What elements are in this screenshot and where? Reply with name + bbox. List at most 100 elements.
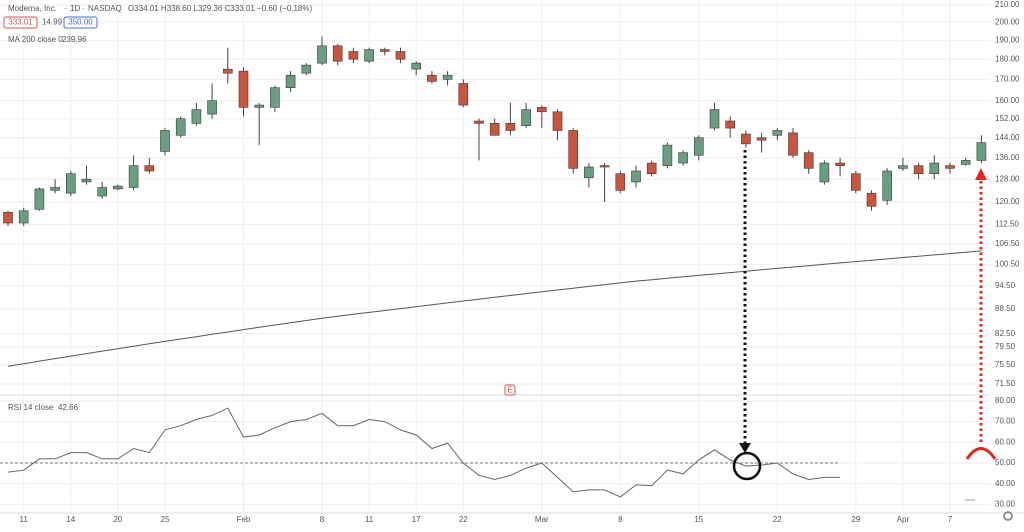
candle-body — [584, 166, 594, 179]
candle-body — [788, 132, 798, 156]
candle-body — [850, 173, 861, 191]
candle-body — [317, 45, 327, 64]
candle-body — [285, 74, 296, 89]
rsi-tick-label: 50.00 — [995, 458, 1016, 467]
rsi-tick-label: 70.00 — [995, 417, 1016, 426]
candle-body — [442, 74, 453, 80]
y-tick-label: 106.50 — [995, 239, 1020, 248]
y-tick-label: 210.00 — [995, 0, 1020, 9]
candle-body — [34, 188, 45, 210]
rsi-tick-label: 60.00 — [995, 437, 1016, 446]
candle-body — [599, 165, 610, 168]
candle-body — [113, 185, 123, 190]
y-tick-label: 100.50 — [995, 259, 1020, 268]
x-tick-label: Feb — [237, 515, 251, 524]
candle-body — [50, 187, 60, 191]
x-tick-label: 14 — [66, 515, 75, 524]
candle-body — [898, 165, 908, 169]
earnings-label: E — [507, 386, 512, 395]
buy-price: 350.00 — [68, 18, 93, 27]
candle-body — [395, 51, 406, 60]
x-tick-label: 25 — [161, 515, 170, 524]
x-tick-label: 15 — [694, 515, 703, 524]
candle-body — [379, 49, 390, 52]
settings-icon[interactable] — [1003, 511, 1013, 521]
candle-body — [411, 62, 422, 70]
annotation-circle — [732, 451, 762, 481]
candle-body — [521, 109, 531, 127]
sell-badge[interactable] — [3, 16, 38, 29]
y-tick-label: 94.50 — [995, 281, 1016, 290]
candle-body — [18, 210, 29, 224]
ma-legend: MA 200 close 0 — [8, 35, 63, 44]
x-tick-label: 22 — [773, 515, 782, 524]
candle-body — [191, 109, 202, 124]
candle-body — [945, 165, 955, 169]
candle-body — [175, 118, 186, 136]
spread: 14.99 — [42, 18, 63, 27]
candle-body — [631, 170, 641, 183]
candle-body — [819, 162, 830, 183]
interval: 1D — [70, 4, 80, 13]
y-tick-label: 128.00 — [995, 174, 1020, 183]
candle-body — [207, 100, 217, 115]
candle-body — [662, 144, 673, 166]
y-tick-label: 88.50 — [995, 304, 1016, 313]
candle-body — [97, 187, 107, 197]
x-tick-label: 8 — [320, 515, 325, 524]
plot-layer — [0, 36, 987, 498]
grid-layer — [0, 0, 990, 513]
y-tick-label: 200.00 — [995, 17, 1020, 26]
x-tick-label: 29 — [851, 515, 860, 524]
candle-body — [866, 192, 877, 207]
rsi-tick-label: 80.00 — [995, 396, 1016, 405]
candle-body — [364, 49, 374, 62]
candle-body — [238, 70, 249, 108]
x-tick-label: Mar — [535, 515, 549, 524]
candle-body — [741, 133, 751, 145]
candle-body — [772, 130, 783, 136]
separator: · — [64, 4, 67, 13]
y-tick-label: 71.50 — [995, 379, 1016, 388]
candle-body — [756, 137, 767, 141]
rsi-legend: RSI 14 close — [8, 403, 54, 412]
candle-body — [615, 173, 626, 191]
y-tick-label: 75.50 — [995, 360, 1016, 369]
candle-body — [913, 165, 924, 174]
x-tick-label: 8 — [618, 515, 623, 524]
x-tick-label: 11 — [20, 515, 29, 524]
ohlc-legend: O334.01 H338.60 L329.36 C333.01 −0.60 (−… — [128, 4, 312, 13]
rsi-tick-label: 40.00 — [995, 479, 1016, 488]
y-tick-label: 190.00 — [995, 35, 1020, 44]
candle-body — [536, 107, 547, 113]
candle-body — [348, 51, 359, 60]
candle-body — [552, 111, 563, 131]
ma-line — [7, 250, 982, 367]
candle-body — [458, 83, 469, 106]
candle-body — [929, 162, 940, 174]
exchange: NASDAQ — [88, 4, 122, 13]
x-tick-label: 11 — [365, 515, 374, 524]
buy-badge[interactable] — [63, 16, 98, 29]
annotation-arc — [965, 447, 997, 460]
candle-body — [725, 120, 736, 129]
x-tick-label: 7 — [948, 515, 953, 524]
y-tick-label: 112.50 — [995, 220, 1019, 229]
candle-body — [960, 160, 971, 165]
symbol-title: Moderna, Inc. — [8, 4, 57, 13]
rsi-tick-label: 30.00 — [995, 499, 1016, 508]
candle-body — [976, 142, 987, 161]
candle-body — [835, 162, 845, 166]
candle-body — [427, 74, 437, 82]
candle-body — [332, 45, 343, 62]
y-tick-label: 170.00 — [995, 74, 1020, 83]
earnings-marker[interactable] — [504, 384, 516, 396]
candle-body — [301, 64, 312, 74]
y-tick-label: 79.50 — [995, 342, 1016, 351]
candle-body — [489, 123, 500, 136]
candle-body — [803, 152, 814, 169]
candle-body — [144, 165, 155, 172]
annotation-arrowhead-red — [975, 168, 987, 180]
